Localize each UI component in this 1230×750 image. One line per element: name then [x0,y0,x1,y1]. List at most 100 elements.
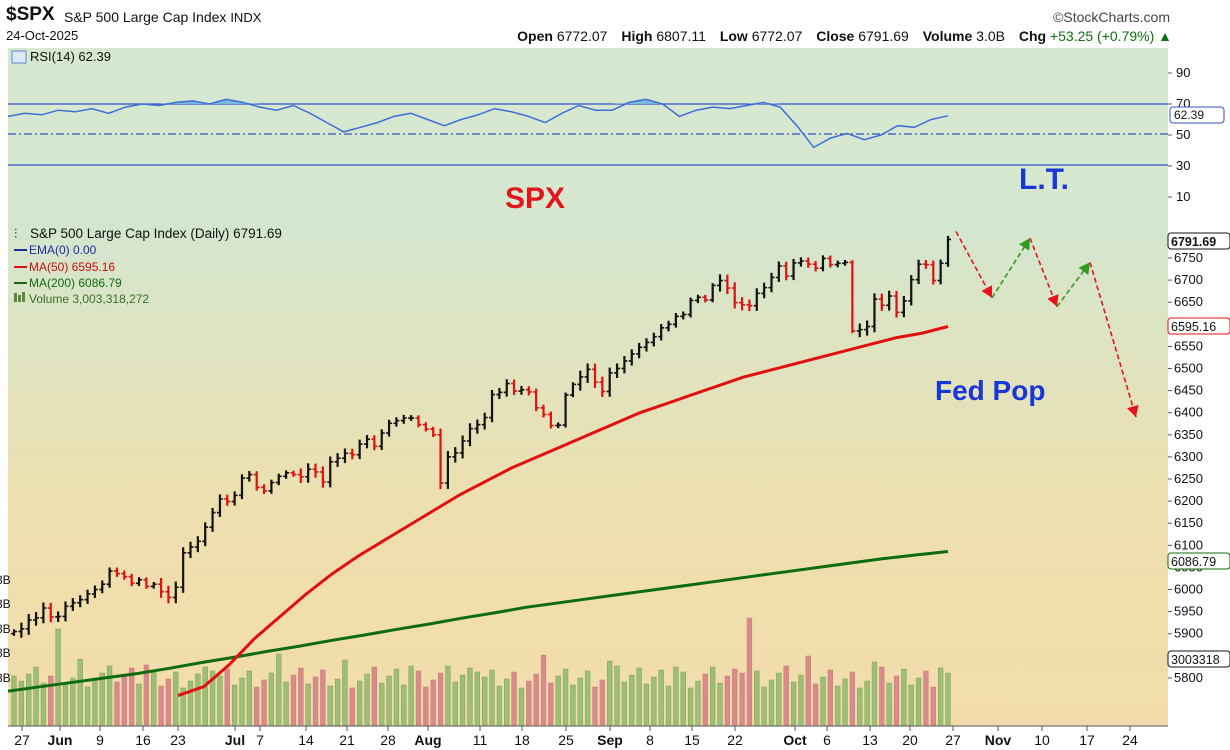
chart-date: 24-Oct-2025 [6,28,79,43]
price-bar [636,342,643,359]
rsi-background [8,48,1168,223]
volume-bar [761,686,767,727]
price-bar [136,577,143,586]
volume-bar [452,681,458,727]
price-bar [856,323,863,338]
price-bar [540,404,547,418]
close-tag-box [1167,232,1230,250]
price-bar [415,415,422,428]
rsi-legend: RSI(14) 62.39 [11,49,111,64]
price-bar [739,297,746,311]
ma50-tag-box [1167,317,1230,335]
price-bar [805,257,812,268]
x-tick-label: 18 [514,732,530,748]
volume-bar [805,655,811,727]
price-bar [945,235,951,267]
x-tick-label: 16 [135,732,151,748]
projection-arrows [955,231,1139,418]
chg-value: +53.25 (+0.79%) [1049,28,1155,44]
volume-bar [879,666,885,727]
price-bar [452,447,459,463]
x-tick-label: Jul [225,732,245,748]
rsi-tick-label: 30 [1176,158,1190,173]
volume-bar [40,682,47,727]
volume-bar [77,658,83,727]
price-bar [430,426,437,438]
price-bar [408,415,415,421]
price-bar [40,602,47,624]
volume-bar [489,669,495,727]
price-bar [827,255,834,268]
volume-bar [298,667,304,727]
price-bar [687,297,694,318]
price-bar [77,595,84,608]
price-bar [614,363,621,379]
volume-bar [379,682,385,727]
price-panel: ⫶ S&P 500 Large Cap Index (Daily) 6791.6… [0,163,1230,750]
volume-bar [607,660,613,727]
brand-link[interactable]: ©StockCharts.com [1053,9,1170,25]
volume-bar [136,683,142,727]
volume-bar [334,678,341,727]
price-bar [69,598,76,611]
volume-bar [526,680,532,727]
volume-bar [70,677,76,727]
volume-bar [636,667,642,727]
price-tick-label: 6200 [1174,493,1203,508]
lt-annotation: L.T. [1019,163,1069,196]
volume-bar [371,666,378,727]
volume-bar [415,670,422,727]
volume-bar [930,686,936,727]
volume-bar [386,675,392,727]
ma50-line [177,325,949,698]
volume-bar [562,668,569,727]
volume-bar [459,674,466,727]
price-bar [584,363,591,383]
close-tag: 6791.69 [1167,232,1230,250]
volume-bar [533,673,539,727]
price-bar [606,367,613,397]
price-tick-label: 6100 [1174,537,1203,552]
projection-segment [1089,262,1137,418]
price-bar [518,385,525,395]
x-tick-label: 27 [14,732,30,748]
projection-segment [991,237,1031,299]
price-bar [562,392,569,428]
high-label: High [621,28,653,44]
ema-legend-label: EMA(0) 0.00 [29,243,97,257]
price-bar [238,474,245,500]
price-bar [25,614,32,635]
volume-tag-value: 3003318 [1171,653,1220,667]
price-tick-label: 5900 [1174,626,1203,641]
volume-bar [857,687,863,727]
price-bar [33,612,40,626]
volume-axis: 3B 3B 3B 3B 3B [0,573,11,685]
volume-bar [702,673,708,727]
volume-bar [871,661,878,727]
low-label: Low [719,28,748,44]
price-legend-title: S&P 500 Large Cap Index (Daily) 6791.69 [30,226,282,241]
price-bar [246,471,253,482]
price-bar [150,581,157,589]
price-tick-label: 6500 [1174,361,1203,376]
volume-legend-icon [14,293,17,302]
volume-bar [651,676,657,727]
rsi-current-tag: 62.39 [1169,106,1225,124]
volume-bar [437,672,444,727]
price-bar [761,282,768,299]
x-tick-label: 25 [558,732,574,748]
price-bar [187,541,194,559]
ma200-legend-label: MA(200) 6086.79 [29,276,122,290]
price-bar [834,260,841,268]
price-bar [628,349,635,366]
price-bar [893,290,900,318]
price-bar [621,356,628,374]
volume-bar [570,684,576,727]
volume-bar [290,674,297,727]
volume-bar [827,669,833,727]
fed-pop-annotation: Fed Pop [935,375,1045,406]
volume-tick-label: 3B [0,671,11,685]
volume-bar [423,686,429,727]
price-bar [930,260,937,285]
